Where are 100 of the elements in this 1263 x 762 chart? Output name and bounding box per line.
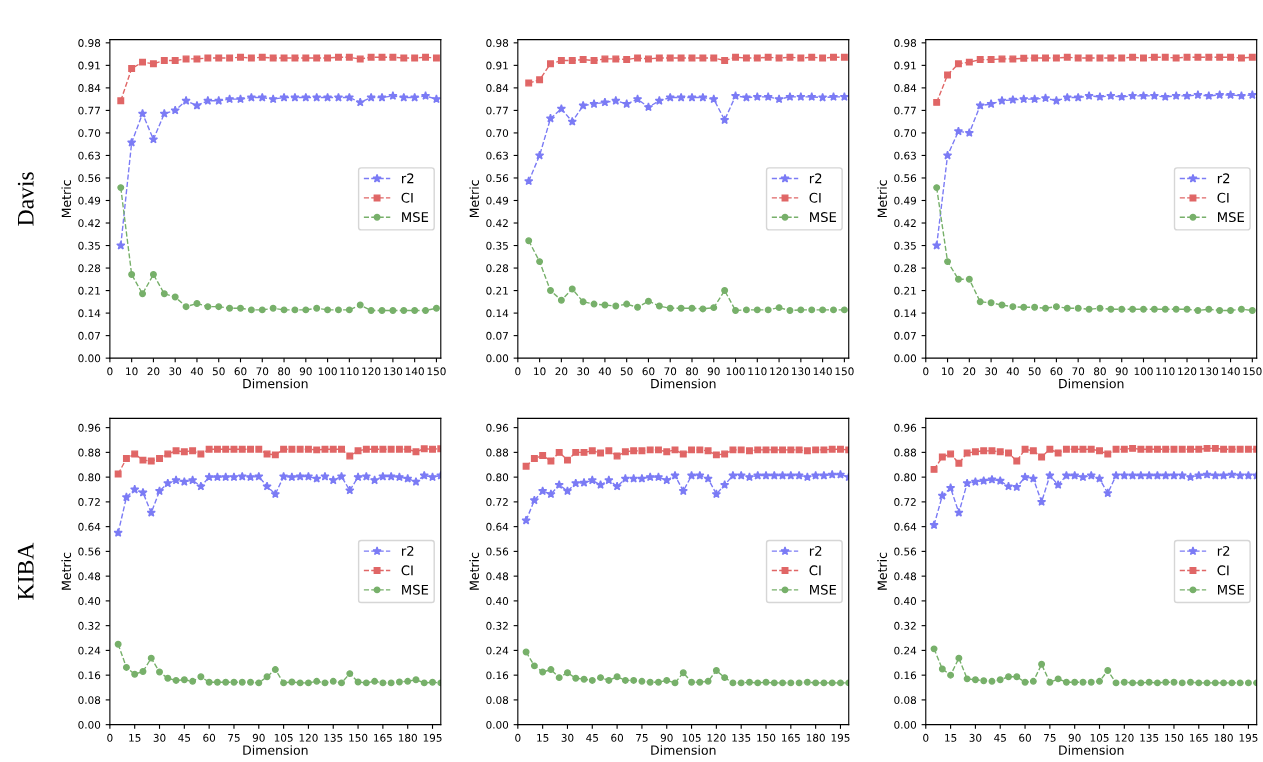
y-tick-label: 0.00 [894,354,917,363]
y-tick-label: 0.08 [894,696,917,705]
x-axis-title: Dimension [243,378,308,389]
y-tick-label: 0.35 [486,241,508,250]
x-tick-label: 70 [256,367,269,376]
legend-label: CI [401,192,413,203]
y-tick-label: 0.08 [486,696,509,705]
x-tick-label: 80 [278,367,290,376]
x-tick-label: 180 [1214,733,1233,742]
y-tick-label: 0.84 [78,84,101,92]
y-tick-label: 0.80 [78,473,101,482]
y-tick-label: 0.14 [486,309,509,318]
x-tick-label: 140 [1221,367,1240,376]
x-tick-label: 0 [515,733,521,742]
x-tick-label: 70 [1072,367,1085,376]
text: KIBA [17,542,34,600]
y-axis-title: Metric [877,180,887,218]
y-tick-label: 0.16 [78,671,101,680]
legend-label: r2 [809,173,822,184]
x-tick-label: 50 [212,367,225,376]
legend-label: r2 [809,545,822,556]
legend-label: r2 [1217,545,1230,556]
x-tick-label: 105 [682,733,701,742]
y-tick-label: 0.32 [486,621,508,630]
y-tick-label: 0.00 [486,720,509,729]
y-tick-label: 0.32 [894,621,916,630]
y-tick-label: 0.96 [78,423,101,432]
y-tick-label: 0.64 [78,522,101,531]
x-axis-title: Dimension [651,378,716,389]
x-tick-label: 30 [969,733,982,742]
y-tick-label: 0.42 [78,219,100,228]
y-tick-label: 0.96 [894,423,917,432]
x-tick-label: 15 [129,734,141,742]
y-tick-label: 0.91 [486,61,508,70]
x-tick-label: 90 [707,367,720,376]
x-tick-label: 0 [107,367,113,376]
y-tick-label: 0.84 [486,84,509,92]
y-tick-label: 0.63 [78,151,101,160]
y-tick-label: 0.88 [894,448,917,457]
x-tick-label: 120 [1115,733,1134,742]
y-tick-label: 0.91 [78,61,100,70]
x-tick-label: 20 [963,367,976,376]
y-tick-label: 0.56 [486,174,509,183]
y-tick-label: 0.48 [894,572,917,581]
x-tick-label: 150 [757,733,776,742]
y-tick-label: 0.48 [78,572,101,581]
x-tick-label: 30 [985,367,998,376]
x-tick-label: 120 [1178,367,1197,376]
legend-label: MSE [810,584,837,595]
y-tick-label: 0.32 [78,621,100,630]
y-tick-label: 0.14 [894,309,917,318]
y-tick-label: 0.80 [486,473,509,482]
legend-label: MSE [402,584,429,595]
x-tick-label: 40 [1006,367,1019,376]
x-tick-label: 45 [178,734,191,742]
y-tick-label: 0.56 [486,547,509,556]
y-tick-label: 0.40 [486,597,509,605]
x-tick-label: 195 [423,733,442,742]
y-tick-label: 0.49 [78,196,101,205]
y-tick-label: 0.40 [894,597,917,605]
x-tick-label: 60 [234,367,247,376]
y-tick-label: 0.72 [78,498,100,506]
x-tick-label: 45 [586,734,598,742]
legend-label: CI [401,565,413,576]
x-tick-label: 60 [203,733,216,742]
x-tick-label: 140 [813,367,832,376]
y-tick-label: 0.07 [486,331,508,340]
x-tick-label: 20 [555,367,568,376]
y-tick-label: 0.14 [78,309,101,318]
y-tick-label: 0.63 [486,151,508,160]
y-tick-label: 0.88 [78,448,101,457]
y-tick-label: 0.21 [894,286,916,295]
y-tick-label: 0.84 [894,84,917,92]
x-tick-label: 120 [770,367,789,376]
y-tick-label: 0.28 [78,264,101,273]
y-tick-label: 0.24 [78,646,101,655]
x-tick-label: 105 [274,733,293,742]
x-tick-label: 120 [707,733,726,742]
x-tick-label: 195 [831,733,850,742]
x-tick-label: 105 [1090,733,1109,742]
legend-label: r2 [402,173,414,184]
x-tick-label: 20 [147,367,160,376]
y-tick-label: 0.16 [486,671,509,680]
y-tick-label: 0.98 [78,39,101,47]
y-tick-label: 0.28 [486,264,509,273]
y-tick-label: 0.21 [78,286,100,295]
y-tick-label: 0.07 [894,331,916,340]
x-tick-label: 60 [642,367,655,376]
x-tick-label: 135 [732,733,751,742]
x-tick-label: 140 [405,367,424,376]
x-tick-label: 150 [835,367,854,376]
x-tick-label: 90 [252,733,265,742]
x-axis-title: Dimension [243,745,308,755]
x-tick-label: 40 [598,367,611,376]
y-tick-label: 0.00 [78,354,101,363]
x-tick-label: 60 [1019,733,1031,742]
x-tick-label: 135 [324,733,343,742]
text: Davis [17,172,34,226]
x-tick-label: 90 [299,367,312,376]
y-tick-label: 0.56 [894,547,917,556]
